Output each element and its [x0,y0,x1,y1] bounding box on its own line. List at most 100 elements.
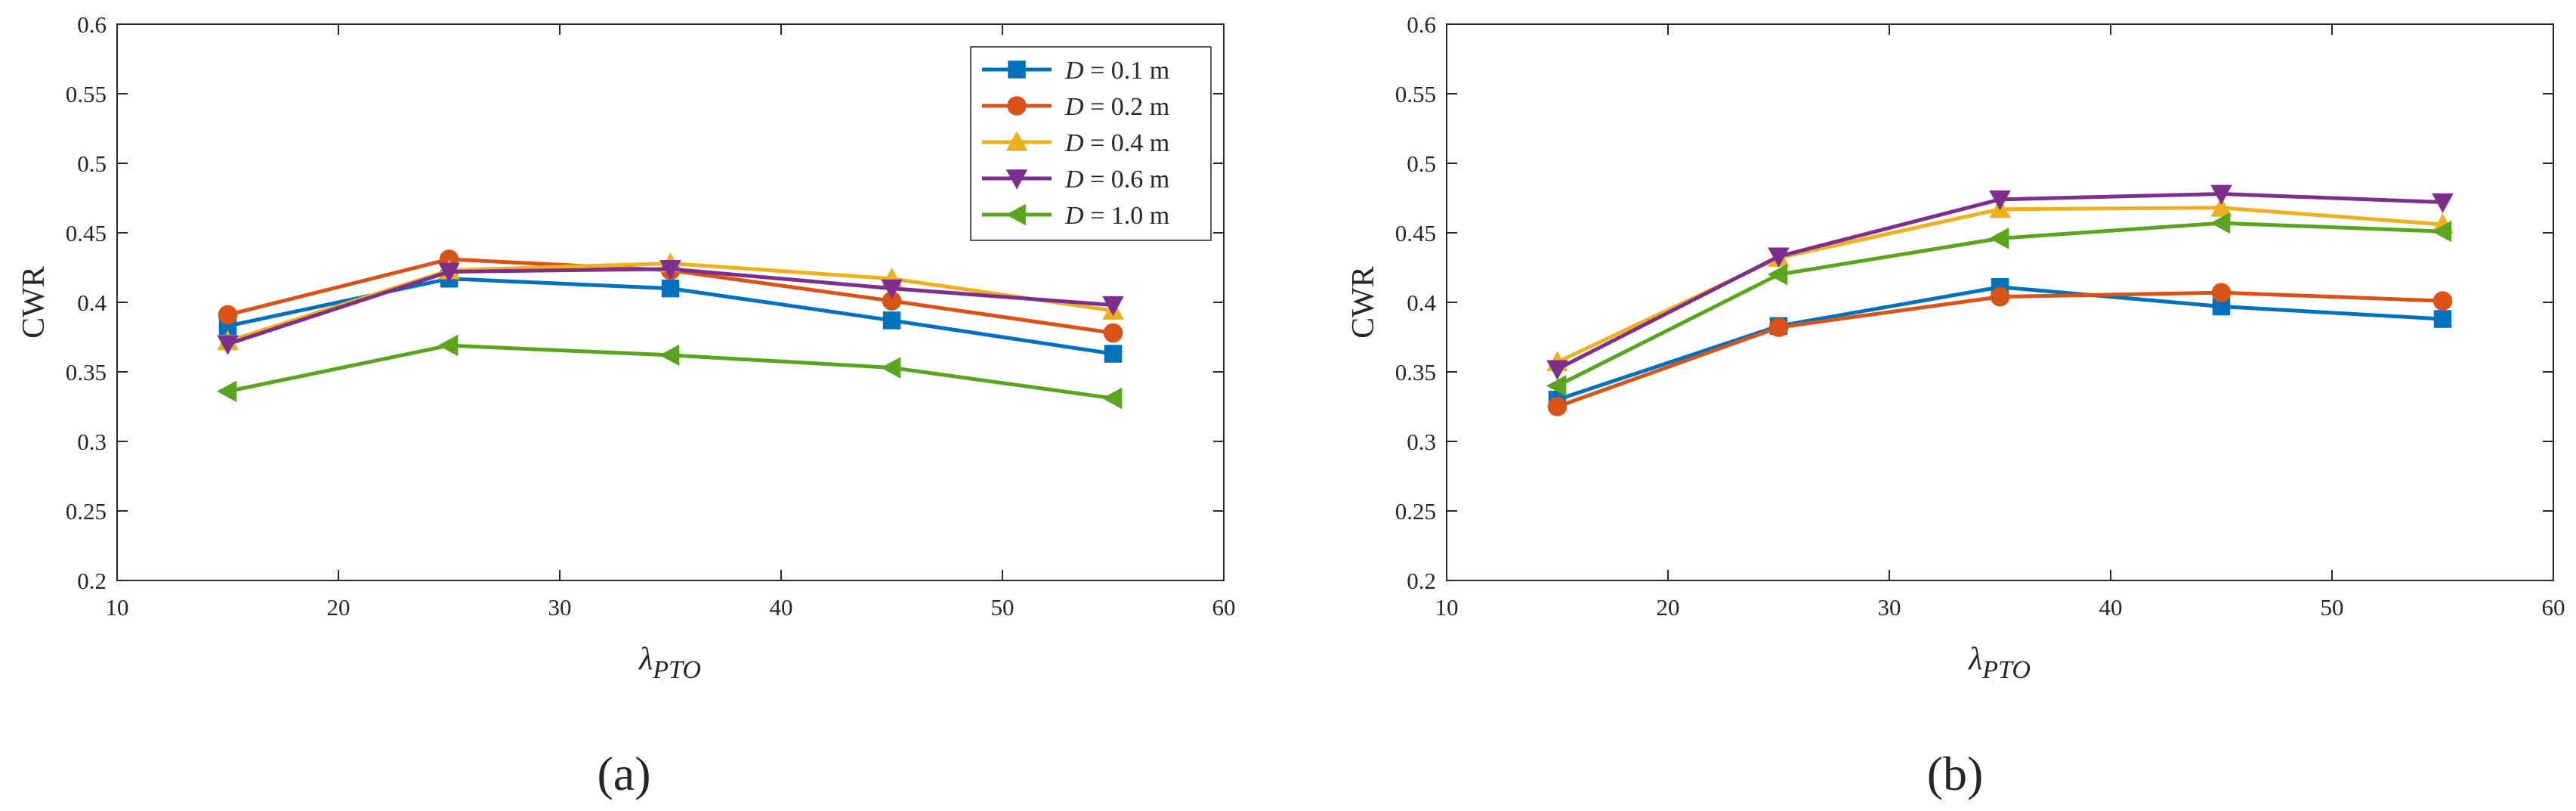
chart-a-y-tick-label: 0.25 [66,498,107,525]
legend-label: D = 0.2 m [1064,93,1169,121]
chart-a-y-axis-label: CWR [17,266,51,339]
chart-a-x-tick-label: 40 [770,594,793,621]
chart-b-x-tick-label: 50 [2321,594,2344,621]
chart-b-data-point [2432,193,2454,214]
chart-a-data-point [882,311,901,330]
chart-a-data-point [218,305,238,325]
chart-b-data-point [1768,317,1789,337]
chart-a-y-axis: 0.2 0.25 0.3 0.35 0.4 0.45 0.5 0.55 0.6 [66,11,1224,594]
panel-label-a: (a) [597,747,650,800]
chart-b-x-tick-label: 40 [2099,594,2123,621]
chart-b-x-tick-label: 20 [1657,594,1680,621]
chart-b-y-tick-label: 0.4 [1407,289,1436,316]
legend-label-value: = 0.6 m [1084,166,1170,193]
chart-b-x-axis-label-symbol: λ [1967,642,1982,676]
chart-a-y-tick-label: 0.55 [66,81,107,107]
chart-b-y-tick-label: 0.6 [1407,11,1436,38]
legend-label-prefix: D [1064,202,1084,230]
legend-label-value: = 0.2 m [1084,93,1170,121]
chart-a-x-axis-label: λPTO [638,642,701,684]
chart-b-y-tick-label: 0.35 [1395,359,1436,385]
legend-swatch-marker [1005,203,1026,226]
chart-a-x-axis-label-symbol: λ [638,642,653,676]
chart-a-data-point [661,279,680,298]
chart-b-data-point [1988,228,2009,249]
legend-swatch-marker [1007,96,1027,116]
chart-b-y-tick-label: 0.25 [1395,498,1436,525]
chart-b-data-point [2211,283,2232,302]
chart-a-data-point [659,344,680,367]
chart-a-data-point [881,279,903,300]
chart-a-data-point [1102,296,1124,317]
chart-a-y-tick-label: 0.6 [77,11,107,38]
legend-label: D = 1.0 m [1064,202,1169,230]
chart-b-data-point [1767,263,1788,286]
chart-a-x-tick-label: 30 [548,594,572,621]
chart-b-y-tick-label: 0.5 [1407,150,1436,177]
chart-b-data-point [1768,247,1790,268]
chart-b-data-point [1990,286,2010,307]
panel-label-b: (b) [1927,747,1984,800]
legend-label: D = 0.1 m [1064,57,1169,85]
chart-a-data-point [437,334,459,357]
chart-a-y-tick-label: 0.2 [77,568,107,594]
chart-a-data-point [880,357,901,379]
chart-b-data-point [2210,184,2232,206]
chart-a-y-tick-label: 0.5 [77,150,107,177]
legend-label-prefix: D [1064,129,1084,157]
chart-b-data-point [2210,212,2231,234]
chart-b-x-axis: 10 20 30 40 50 60 [1435,24,2565,621]
chart-b-data-point [2432,291,2453,311]
chart-b: 0.2 0.25 0.3 0.35 0.4 0.45 0.5 0.55 0.6 10 20 30 40… [1346,11,2565,800]
legend-rows [982,60,1052,226]
chart-a-x-tick-label: 60 [1212,594,1236,621]
legend-swatch-marker [1008,60,1026,79]
chart-a-x-tick-label: 10 [106,594,129,621]
legend-label-value: = 0.4 m [1084,129,1170,157]
legend-label-prefix: D [1064,57,1084,85]
chart-a-x-axis-label-subscript: PTO [652,656,701,684]
chart-a-y-tick-label: 0.4 [77,289,107,316]
chart-b-x-tick-label: 30 [1878,594,1901,621]
chart-b-series [1546,184,2454,416]
chart-b-y-axis-label: CWR [1346,266,1381,339]
legend-label-prefix: D [1064,166,1084,193]
chart-b-data-point [1546,375,1567,397]
chart-a-data-point [659,260,681,280]
legend-label-value: = 0.1 m [1084,57,1170,85]
chart-b-y-tick-label: 0.2 [1407,568,1436,594]
chart-a-y-tick-label: 0.35 [66,359,107,385]
chart-b-data-point [2210,197,2232,217]
chart-b-x-axis-label: λPTO [1967,642,2031,684]
chart-b-y-tick-label: 0.45 [1395,220,1436,246]
chart-b-data-point [2433,310,2452,328]
chart-b-x-tick-label: 60 [2542,594,2565,621]
legend-swatch-marker [1005,131,1028,151]
legend-label: D = 0.6 m [1064,166,1169,193]
chart-a: 0.2 0.25 0.3 0.35 0.4 0.45 0.5 0.55 0.6 10 20 30 40… [17,11,1236,800]
chart-a-data-point [438,262,460,283]
chart-a-y-tick-label: 0.45 [66,220,107,246]
chart-a-x-axis: 10 20 30 40 50 60 [106,24,1236,621]
legend-label-value: = 1.0 m [1084,202,1170,230]
chart-b-x-axis-label-subscript: PTO [1981,656,2031,684]
chart-b-data-point [1547,397,1568,416]
chart-b-y-tick-label: 0.3 [1407,429,1436,455]
chart-a-x-tick-label: 20 [327,594,351,621]
legend-swatch-marker [1005,169,1028,190]
chart-b-x-tick-label: 10 [1435,594,1459,621]
chart-a-y-tick-label: 0.3 [77,429,107,455]
chart-a-data-point [216,380,237,403]
chart-a-series [216,249,1124,410]
chart-a-data-point [1101,387,1123,410]
chart-a-data-point [1103,323,1123,343]
chart-a-data-point [1104,345,1123,363]
chart-b-y-tick-label: 0.55 [1395,81,1436,107]
chart-b-data-point [1546,360,1568,380]
chart-a-x-tick-label: 50 [991,594,1015,621]
chart-b-data-point [1989,190,2011,211]
legend-label-prefix: D [1064,93,1084,121]
legend: D = 0.1 m D = 0.2 m D = 0.4 m D = 0.6 m … [970,46,1212,241]
chart-a-data-point [217,335,239,355]
